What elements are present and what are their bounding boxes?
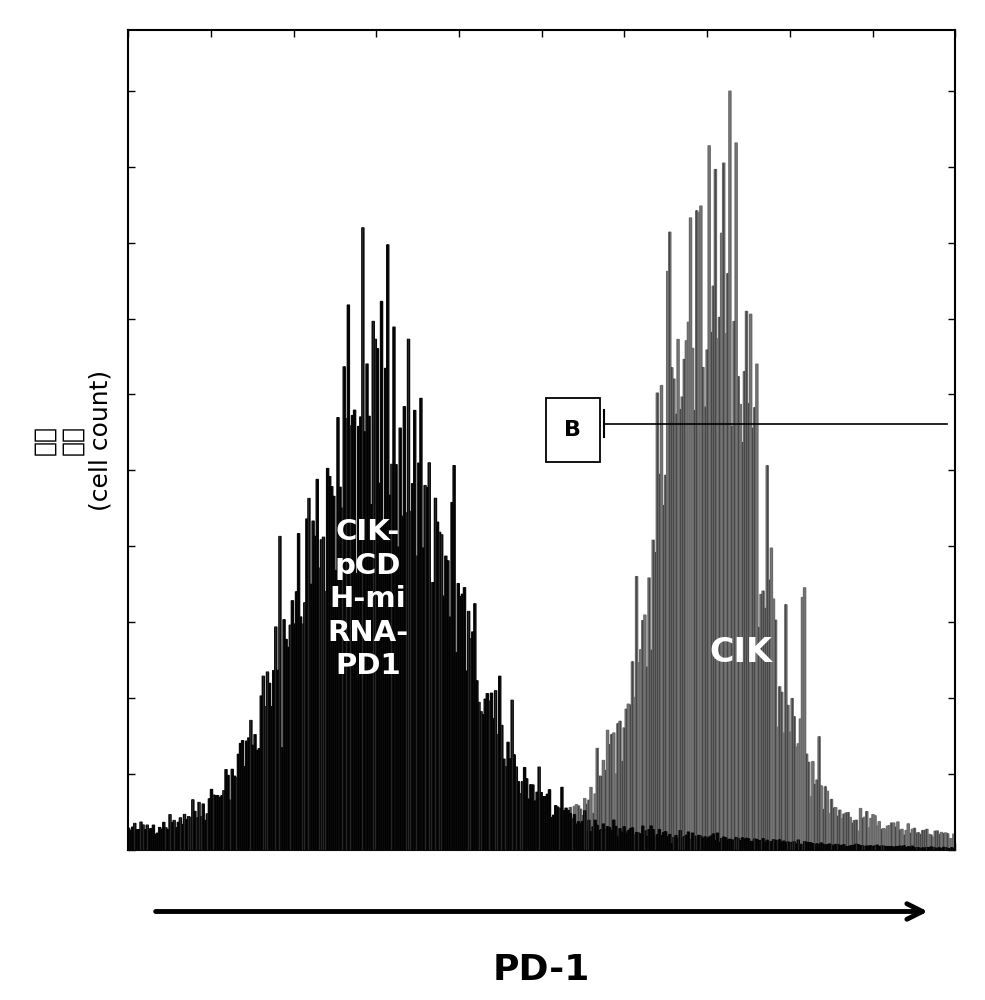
Y-axis label: 细胞
计数
(cell count): 细胞 计数 (cell count): [33, 369, 112, 511]
Text: CIK: CIK: [709, 636, 772, 669]
Text: B: B: [564, 420, 581, 440]
Text: PD-1: PD-1: [493, 952, 590, 986]
Bar: [546, 398, 600, 462]
Text: CIK-
pCD
H-mi
RNA-
PD1: CIK- pCD H-mi RNA- PD1: [327, 518, 409, 680]
